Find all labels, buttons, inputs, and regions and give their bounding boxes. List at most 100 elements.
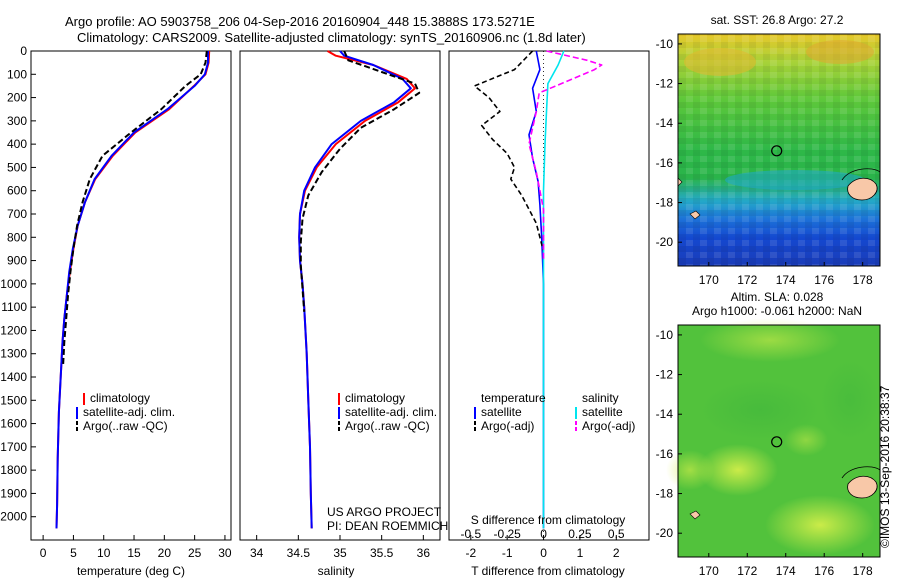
sst-map-title: sat. SST: 26.8 Argo: 27.2	[711, 13, 844, 27]
difference-plot	[473, 50, 603, 540]
latitude-tick-label: -12	[656, 368, 674, 382]
argo-position-marker	[771, 436, 783, 448]
longitude-tick-label: 170	[699, 273, 719, 287]
longitude-tick-label: 178	[853, 564, 873, 578]
t-difference-tick-label: 2	[613, 546, 620, 560]
salinity-tick-label: 35	[333, 546, 347, 560]
difference-axes-frame	[448, 50, 650, 541]
salinity-axis-label: salinity	[318, 564, 355, 578]
difference-legend: temperature satellite Argo(-adj) salinit…	[474, 391, 635, 433]
latitude-tick-label: -10	[656, 328, 674, 342]
temperature-plot	[55, 50, 211, 529]
depth-tick-label: 1100	[1, 300, 27, 314]
s-difference-axis-ticks: -0.5 -0.25 0 0.25 0.5	[460, 527, 624, 541]
series-line-argo-raw-qc-	[62, 50, 208, 366]
sla-latitude-ticks: -10 -12 -14 -16 -18 -20	[656, 328, 682, 540]
s-difference-axis-label: S difference from climatology	[471, 513, 626, 527]
sla-map-title-line-2: Argo h1000: -0.061 h2000: NaN	[692, 304, 862, 318]
island-land	[847, 177, 878, 201]
longitude-tick-label: 176	[814, 564, 834, 578]
temperature-tick-label: 10	[97, 546, 111, 560]
s-difference-tick-label: 0.5	[608, 527, 625, 541]
t-difference-axis-label: T difference from climatology	[471, 564, 625, 578]
s-difference-tick-label: 0	[540, 527, 547, 541]
island-land	[689, 510, 701, 520]
temperature-tick-label: 25	[188, 546, 202, 560]
depth-tick-label: 1400	[0, 370, 27, 384]
series-line-satellite-adj-clim-	[298, 50, 412, 529]
series-line-salinity-argo-adj-	[528, 50, 603, 261]
sla-high-patch	[700, 318, 840, 362]
sla-high-patch	[698, 444, 778, 496]
t-difference-axis-ticks: -2 -1 0 1 2	[465, 535, 620, 560]
salinity-legend: climatology satellite-adj. clim. Argo(..…	[338, 391, 437, 433]
sst-map-frame	[677, 33, 881, 267]
depth-tick-label: 200	[7, 91, 27, 105]
depth-tick-label: 1700	[0, 440, 27, 454]
sst-warm-patch	[684, 48, 756, 76]
series-line-temperature-argo-adj-	[473, 50, 545, 252]
depth-tick-label: 600	[7, 184, 27, 198]
salinity-axes-frame	[239, 50, 441, 541]
legend-temp-argo-label: Argo(-adj)	[481, 419, 534, 433]
island-land	[847, 475, 878, 499]
longitude-tick-label: 174	[776, 564, 796, 578]
latitude-tick-label: -10	[656, 37, 674, 51]
sla-low-patch	[700, 380, 820, 440]
depth-tick-label: 100	[7, 67, 27, 81]
legend-sal-argo-label: Argo(-adj)	[582, 419, 635, 433]
reef-contour	[841, 168, 881, 181]
s-difference-tick-label: -0.25	[494, 527, 522, 541]
depth-tick-label: 1800	[0, 463, 27, 477]
depth-tick-label: 1000	[0, 277, 27, 291]
legend-argo-label: Argo(..raw -QC)	[345, 419, 430, 433]
longitude-tick-label: 174	[776, 273, 796, 287]
latitude-tick-label: -18	[656, 196, 674, 210]
latitude-tick-label: -14	[656, 116, 674, 130]
sla-map	[666, 318, 881, 558]
sla-high-patch	[765, 495, 875, 555]
depth-tick-label: 1300	[0, 347, 27, 361]
sla-map-frame	[677, 324, 881, 558]
depth-tick-label: 700	[7, 207, 27, 221]
salinity-tick-label: 35.5	[370, 546, 394, 560]
longitude-tick-label: 172	[737, 564, 757, 578]
legend-temperature-title: temperature	[481, 391, 546, 405]
sla-high-patch	[666, 450, 714, 490]
series-line-argo-raw-qc-	[299, 50, 421, 312]
depth-tick-label: 900	[7, 254, 27, 268]
sst-map	[677, 33, 881, 267]
salinity-tick-label: 36	[417, 546, 431, 560]
depth-tick-label: 0	[20, 44, 27, 58]
latitude-tick-label: -14	[656, 407, 674, 421]
series-line-salinity-satellite	[542, 50, 565, 529]
legend-salinity-title: salinity	[582, 391, 619, 405]
temperature-axes-frame	[30, 50, 232, 541]
legend-sal-satellite-label: satellite	[582, 405, 623, 419]
pi-annotation: PI: DEAN ROEMMICH	[327, 519, 448, 533]
sla-longitude-ticks: 170 172 174 176 178	[699, 553, 873, 578]
sst-latitude-ticks: -10 -12 -14 -16 -18 -20	[656, 37, 682, 249]
legend-temp-satellite-label: satellite	[481, 405, 522, 419]
temperature-tick-label: 20	[158, 546, 172, 560]
temperature-tick-label: 30	[218, 546, 232, 560]
t-difference-tick-label: -1	[502, 546, 513, 560]
temperature-legend: climatology satellite-adj. clim. Argo(..…	[76, 391, 175, 433]
depth-tick-label: 1600	[0, 417, 27, 431]
depth-tick-label: 1200	[0, 323, 27, 337]
figure-title-line-2: Climatology: CARS2009. Satellite-adjuste…	[77, 30, 586, 45]
latitude-tick-label: -20	[656, 235, 674, 249]
latitude-tick-label: -20	[656, 526, 674, 540]
legend-satellite-clim-label: satellite-adj. clim.	[83, 405, 175, 419]
temperature-tick-label: 5	[70, 546, 77, 560]
depth-tick-label: 800	[7, 230, 27, 244]
latitude-tick-label: -16	[656, 447, 674, 461]
depth-tick-label: 300	[7, 114, 27, 128]
sst-cool-band	[725, 170, 865, 190]
reef-contour	[841, 466, 881, 479]
island-land	[689, 210, 701, 220]
figure-title-line-1: Argo profile: AO 5903758_206 04-Sep-2016…	[65, 14, 535, 29]
legend-argo-label: Argo(..raw -QC)	[83, 419, 168, 433]
depth-tick-label: 2000	[0, 510, 27, 524]
